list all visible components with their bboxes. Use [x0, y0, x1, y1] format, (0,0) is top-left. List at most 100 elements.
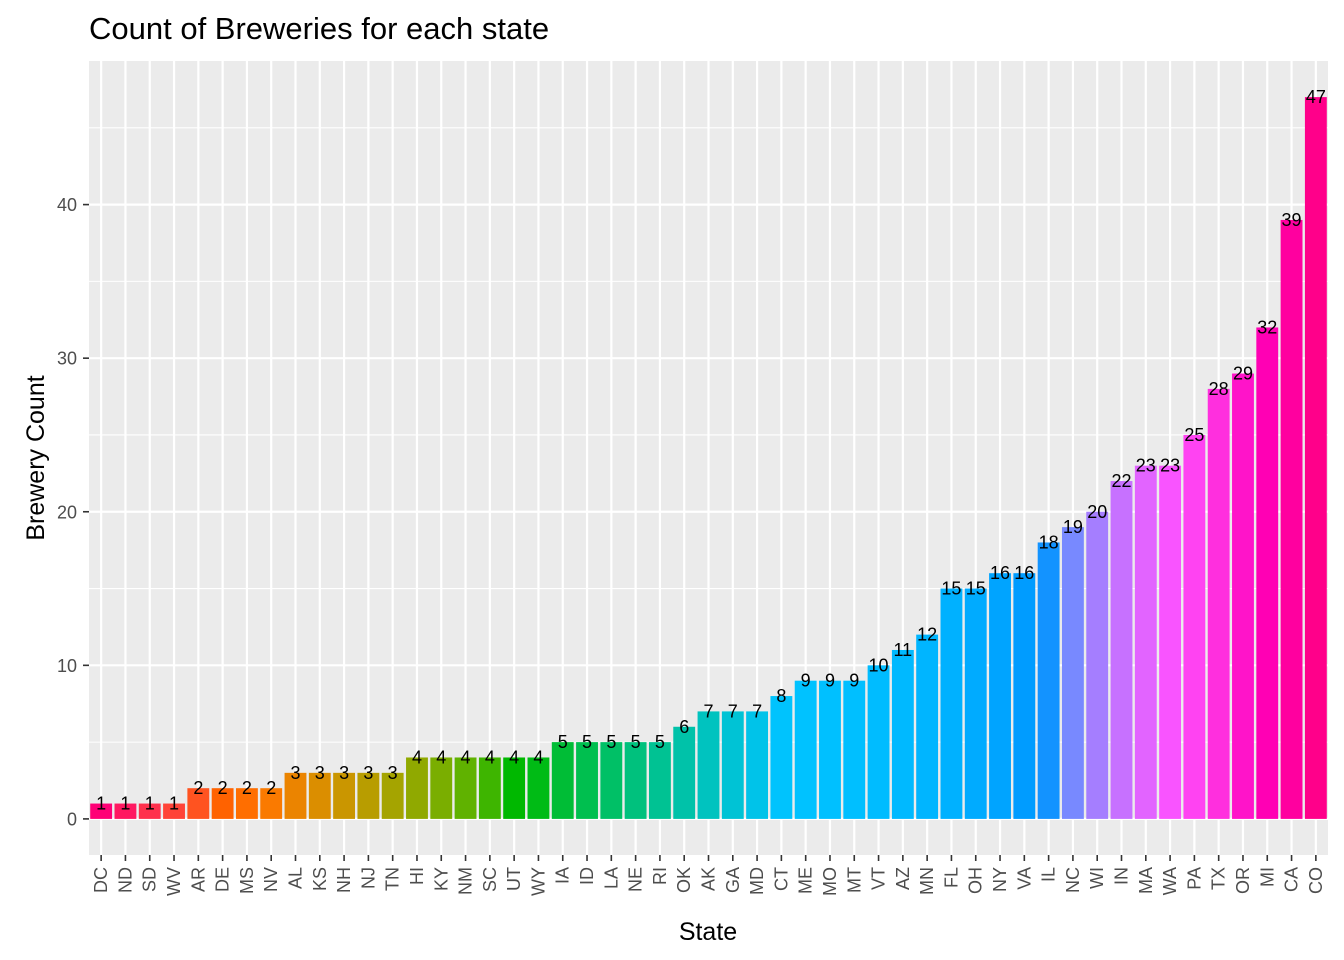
bar-nh [333, 772, 356, 819]
x-tick-label-mi: MI [1257, 867, 1277, 887]
y-axis-title: Brewery Count [22, 375, 50, 540]
bar-ga [721, 711, 744, 819]
bar-wy [527, 757, 550, 819]
x-tick-label-tx: TX [1209, 867, 1229, 890]
x-tick-label-al: AL [286, 867, 306, 889]
value-label-ne: 5 [631, 732, 641, 752]
bar-ms [235, 788, 258, 819]
x-tick-label-nd: ND [115, 867, 135, 893]
value-label-ut: 4 [509, 747, 519, 767]
x-tick-label-sc: SC [480, 867, 500, 892]
bar-or [1232, 373, 1254, 819]
bar-ma [1134, 465, 1157, 819]
value-label-me: 9 [801, 671, 811, 691]
bar-nc [1061, 527, 1084, 819]
value-label-va: 16 [1014, 563, 1034, 583]
bar-mn [916, 634, 939, 819]
bar-hi [406, 757, 428, 819]
x-tick-label-ia: IA [553, 867, 573, 884]
bar-wi [1086, 511, 1109, 819]
x-tick-label-de: DE [213, 867, 233, 892]
bar-mo [819, 680, 841, 819]
bar-ia [551, 742, 574, 819]
x-tick-label-az: AZ [893, 867, 913, 890]
value-label-mt: 9 [849, 671, 859, 691]
bar-tn [381, 772, 404, 819]
x-tick-label-fl: FL [941, 867, 961, 888]
x-tick-label-in: IN [1112, 867, 1132, 885]
x-tick-label-ar: AR [188, 867, 208, 892]
x-tick-label-wy: WY [528, 867, 548, 896]
x-tick-label-ok: OK [674, 867, 694, 893]
x-tick-label-ga: GA [723, 867, 743, 893]
value-label-ny: 16 [990, 563, 1010, 583]
chart-title: Count of Breweries for each state [89, 11, 549, 46]
value-label-ar: 2 [193, 778, 203, 798]
x-tick-label-ne: NE [626, 867, 646, 892]
x-tick-label-wa: WA [1160, 867, 1180, 895]
bar-nj [357, 772, 380, 819]
x-tick-label-ri: RI [650, 867, 670, 885]
bar-mi [1256, 327, 1279, 819]
value-label-nm: 4 [461, 747, 471, 767]
x-tick-label-ks: KS [310, 867, 330, 891]
x-tick-label-la: LA [601, 867, 621, 889]
value-label-oh: 15 [966, 579, 986, 599]
x-tick-label-nh: NH [334, 867, 354, 893]
bar-pa [1183, 434, 1206, 819]
value-label-ga: 7 [728, 701, 738, 721]
bar-ca [1280, 219, 1303, 819]
bar-wv [163, 803, 185, 819]
value-label-md: 7 [752, 701, 762, 721]
bar-tx [1207, 388, 1230, 819]
value-label-ok: 6 [679, 717, 689, 737]
bar-dc [90, 803, 113, 819]
value-label-in: 22 [1111, 471, 1131, 491]
value-label-ks: 3 [315, 763, 325, 783]
value-label-id: 5 [582, 732, 592, 752]
bar-ct [770, 696, 793, 819]
value-label-ky: 4 [436, 747, 446, 767]
bar-wa [1159, 465, 1182, 819]
y-tick-label: 0 [67, 809, 77, 829]
value-label-pa: 25 [1184, 425, 1204, 445]
value-label-vt: 10 [869, 655, 889, 675]
x-tick-label-il: IL [1039, 867, 1059, 882]
value-label-nh: 3 [339, 763, 349, 783]
value-label-tx: 28 [1209, 379, 1229, 399]
value-label-sc: 4 [485, 747, 495, 767]
bar-md [746, 711, 769, 819]
y-tick-label: 40 [57, 195, 77, 215]
x-tick-label-ca: CA [1282, 867, 1302, 892]
bar-oh [964, 588, 987, 819]
bar-az [891, 649, 914, 819]
x-tick-label-nm: NM [456, 867, 476, 895]
value-label-nd: 1 [120, 794, 130, 814]
bar-al [284, 772, 307, 819]
bar-ar [187, 788, 210, 819]
x-tick-label-mn: MN [917, 867, 937, 895]
bar-sc [478, 757, 501, 819]
value-label-wa: 23 [1160, 456, 1180, 476]
value-label-ak: 7 [703, 701, 713, 721]
x-tick-label-co: CO [1306, 867, 1326, 894]
x-tick-label-wi: WI [1087, 867, 1107, 889]
value-label-dc: 1 [96, 794, 106, 814]
value-label-co: 47 [1306, 87, 1326, 107]
bar-co [1304, 97, 1327, 819]
value-labels: 1 1 1 12 2 2 23 3 3 3 34 4 4 4 4 45 5 5 5 567 7 789 9 910111215… [96, 87, 1326, 813]
value-label-al: 3 [290, 763, 300, 783]
value-label-sd: 1 [145, 794, 155, 814]
bar-me [794, 680, 817, 819]
value-label-wy: 4 [533, 747, 543, 767]
x-tick-label-oh: OH [966, 867, 986, 894]
bar-in [1110, 481, 1133, 819]
value-label-il: 18 [1039, 532, 1059, 552]
y-axis: 0 10 20 30 40 [57, 195, 89, 829]
value-label-ct: 8 [776, 686, 786, 706]
value-label-la: 5 [606, 732, 616, 752]
y-tick-label: 10 [57, 656, 77, 676]
value-label-mn: 12 [917, 625, 937, 645]
x-tick-label-nj: NJ [358, 867, 378, 889]
value-label-mo: 9 [825, 671, 835, 691]
